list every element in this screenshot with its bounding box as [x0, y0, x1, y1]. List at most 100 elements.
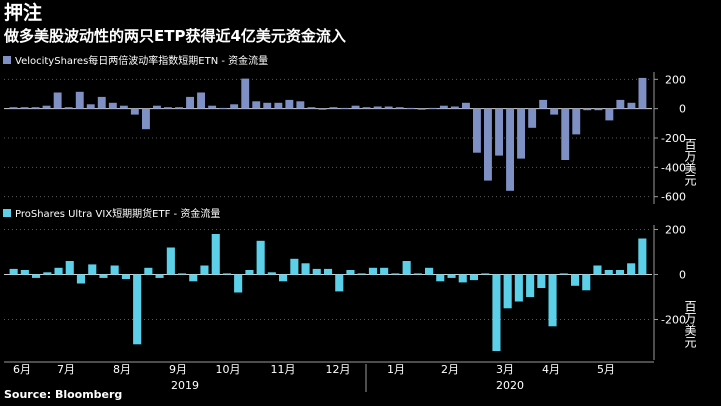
- chart2-bar: [155, 274, 164, 278]
- chart1-bar: [20, 107, 29, 109]
- chart1-bar: [506, 108, 514, 191]
- chart2-bar: [503, 274, 512, 309]
- chart2-bar: [9, 268, 18, 275]
- chart2-bar: [582, 274, 591, 291]
- chart2-bar: [256, 240, 265, 275]
- chart1-bar: [53, 92, 62, 109]
- chart2-bar: [20, 270, 29, 275]
- chart1-bar: [572, 108, 581, 135]
- x-tick-label: 11月: [271, 363, 296, 376]
- chart2-bar: [604, 270, 613, 275]
- chart1-bar: [75, 91, 84, 109]
- chart2-bar: [593, 265, 602, 275]
- x-tick-label: 1月: [387, 363, 405, 376]
- chart2-bar: [559, 273, 568, 275]
- chart2-bar: [469, 274, 478, 281]
- chart2-y-tick-labels: 200 0 -200: [661, 224, 686, 327]
- chart1-bar: [340, 107, 349, 109]
- chart1-bar: [274, 102, 283, 109]
- chart1-bar: [495, 108, 503, 156]
- chart1-bar: [605, 108, 614, 121]
- chart1-bar: [594, 108, 603, 111]
- chart1-bar: [285, 99, 294, 109]
- x-tick-label: 2月: [441, 363, 459, 376]
- chart1-bar: [175, 107, 183, 109]
- chart2-legend-label: ProShares Ultra VIX短期期货ETF - 资金流量: [15, 207, 220, 220]
- chart2-bar: [627, 263, 636, 275]
- chart1-bar: [230, 104, 239, 109]
- chart2-bar: [537, 274, 546, 288]
- chart2-bar: [189, 274, 198, 282]
- chart1-bar: [473, 108, 481, 153]
- chart2-bar: [571, 274, 580, 286]
- chart1-bar: [9, 107, 18, 109]
- x-tick-label: 8月: [113, 363, 131, 376]
- legend-swatch-proshares: [3, 209, 11, 217]
- chart1-bar: [219, 107, 228, 109]
- chart1-bar: [362, 107, 371, 109]
- chart2-bar: [357, 273, 366, 275]
- chart1-bar: [384, 106, 393, 109]
- chart1-bar: [97, 96, 106, 109]
- chart1-bars: [9, 77, 647, 191]
- chart2-bar: [402, 261, 411, 275]
- x-year-label: 2019: [171, 379, 199, 392]
- chart2-bar: [391, 273, 400, 275]
- x-tick-label: 9月: [169, 363, 187, 376]
- chart2-bar: [615, 270, 624, 275]
- chart2-bar: [234, 274, 243, 293]
- chart1-bar: [462, 102, 470, 109]
- x-tick-label: 3月: [496, 363, 514, 376]
- chart2-y-tick-label: 0: [679, 269, 686, 282]
- page-headline: 做多美股波动性的两只ETP获得近4亿美元资金流入: [4, 27, 346, 45]
- chart2-bar: [110, 265, 119, 275]
- chart1-bar: [329, 107, 338, 109]
- chart1-bar: [638, 77, 647, 109]
- chart2-bar: [492, 274, 501, 351]
- legend-swatch-velocityshares: [3, 56, 11, 64]
- chart2-bar: [200, 265, 209, 275]
- chart2-bar: [335, 274, 344, 292]
- chart2-bar: [447, 274, 456, 278]
- chart1-bar: [186, 96, 194, 109]
- chart2-bar: [245, 270, 254, 275]
- chart2-bar: [32, 274, 41, 278]
- chart2-bar: [458, 274, 467, 283]
- chart1-legend-label: VelocityShares每日两倍波动率指数短期ETN - 资金流量: [15, 54, 268, 67]
- chart2-bar: [121, 274, 130, 279]
- chart2-bar: [267, 272, 276, 275]
- chart1-bar: [539, 99, 548, 109]
- x-year-label: 2020: [496, 379, 524, 392]
- chart1-bar: [583, 108, 592, 111]
- chart2-bar: [178, 273, 187, 275]
- chart2-bars: [9, 234, 647, 351]
- x-axis: 6月 7月 8月 9月 10月 11月 12月 1月 2月 3月 4月 5月 2019 2020: [4, 361, 654, 392]
- chart2-bar: [638, 238, 647, 275]
- chart2-bar: [133, 274, 142, 345]
- chart2-grid: [4, 225, 658, 360]
- chart1-bar: [142, 108, 150, 130]
- chart2-bar: [65, 261, 74, 275]
- chart1-bar: [428, 107, 437, 109]
- chart2-bar: [301, 263, 310, 275]
- chart1-bar: [307, 107, 316, 109]
- chart2-bar: [324, 268, 333, 275]
- chart1-bar: [395, 107, 404, 109]
- chart1-bar: [164, 107, 172, 109]
- x-tick-label: 6月: [13, 363, 31, 376]
- chart1-grid: [4, 72, 658, 204]
- chart2-y-tick-label: 200: [665, 224, 686, 237]
- chart1-bar: [119, 105, 128, 109]
- chart2-bar: [279, 274, 288, 282]
- chart1-bar: [197, 92, 205, 109]
- chart2-y-axis-label: 百万美元: [683, 300, 697, 349]
- chart2-bar: [166, 247, 175, 275]
- chart1-bar: [439, 105, 448, 109]
- chart2-bar: [54, 267, 63, 275]
- source-note: Source: Bloomberg: [4, 388, 123, 401]
- chart1-bar: [351, 105, 360, 109]
- chart1-bar: [550, 108, 559, 115]
- chart2-bar: [312, 268, 321, 275]
- chart2-bar: [290, 258, 299, 275]
